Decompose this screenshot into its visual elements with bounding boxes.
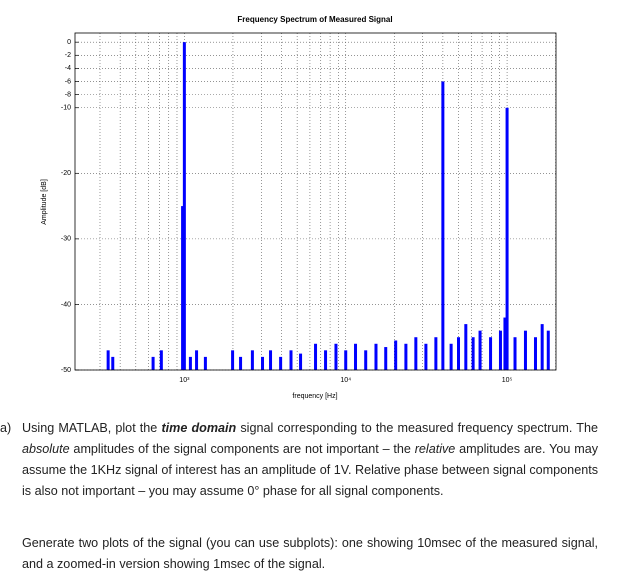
bar: [523, 330, 527, 370]
text-segment: relative: [414, 442, 456, 456]
text-segment: absolute: [22, 442, 70, 456]
paragraph: Generate two plots of the signal (you ca…: [22, 533, 598, 575]
bar: [513, 337, 517, 370]
plot-frame: [74, 32, 557, 371]
y-tick-label: -6: [65, 78, 71, 85]
bar: [188, 356, 192, 370]
bar: [503, 317, 507, 370]
bar: [231, 350, 235, 370]
y-tick-label: -8: [65, 91, 71, 98]
x-tick-label: 10⁵: [502, 377, 513, 384]
bar: [151, 356, 155, 370]
bar: [324, 350, 328, 370]
x-tick-label: 10³: [179, 377, 190, 384]
bar: [441, 81, 445, 370]
text-segment: Generate two plots of the signal (you ca…: [22, 536, 598, 571]
y-tick-label: -10: [61, 105, 71, 112]
y-tick-label: 0: [67, 39, 71, 46]
bar: [334, 343, 338, 370]
bar: [505, 107, 509, 370]
bar: [344, 350, 348, 370]
y-axis-label: Amplitude [dB]: [41, 179, 48, 225]
bar: [478, 330, 482, 370]
text-segment: Using MATLAB, plot the: [22, 421, 162, 435]
bar: [384, 347, 388, 370]
bar: [239, 356, 243, 370]
text-segment: amplitudes are. You may assume the 1KHz …: [22, 442, 598, 498]
bar: [354, 343, 358, 370]
bar: [414, 337, 418, 370]
plot-area: [75, 33, 556, 370]
bar: [261, 356, 265, 370]
x-axis-label: frequency [Hz]: [292, 393, 337, 400]
text-segment: signal corresponding to the measured fre…: [236, 421, 598, 435]
bar: [279, 356, 283, 370]
text-segment: amplitudes of the signal components are …: [69, 442, 415, 456]
y-tick-label: -40: [61, 301, 71, 308]
y-tick-label: -2: [65, 52, 71, 59]
text-segment: time domain: [161, 421, 237, 435]
bar: [111, 356, 115, 370]
bar: [498, 330, 502, 370]
bar: [424, 343, 428, 370]
chart: Frequency Spectrum of Measured Signal fr…: [41, 15, 557, 400]
bar: [182, 42, 186, 371]
bar: [489, 337, 493, 370]
bar: [159, 350, 163, 370]
bar: [540, 324, 544, 370]
bar: [533, 337, 537, 370]
y-tick-label: -4: [65, 65, 71, 72]
bar: [106, 350, 110, 370]
paragraph: Using MATLAB, plot the time domain signa…: [22, 418, 598, 502]
bar: [449, 343, 453, 370]
bar: [364, 350, 368, 370]
bar: [289, 350, 293, 370]
y-tick-label: -30: [61, 236, 71, 243]
bar: [394, 340, 398, 370]
bar: [203, 356, 207, 370]
bar: [404, 343, 408, 370]
bar: [181, 206, 185, 370]
bar: [457, 337, 461, 370]
bar: [434, 337, 438, 370]
question-label: a): [0, 421, 12, 435]
bar: [471, 337, 475, 370]
bar: [546, 330, 550, 370]
bar: [464, 324, 468, 370]
bar: [299, 353, 303, 370]
y-tick-label: -20: [61, 170, 71, 177]
bar: [250, 350, 254, 370]
bar: [195, 350, 199, 370]
bar: [314, 343, 318, 370]
bar: [374, 343, 378, 370]
bar: [269, 350, 273, 370]
y-tick-label: -50: [61, 367, 71, 374]
x-tick-label: 10⁴: [340, 377, 351, 384]
chart-title: Frequency Spectrum of Measured Signal: [237, 15, 392, 24]
